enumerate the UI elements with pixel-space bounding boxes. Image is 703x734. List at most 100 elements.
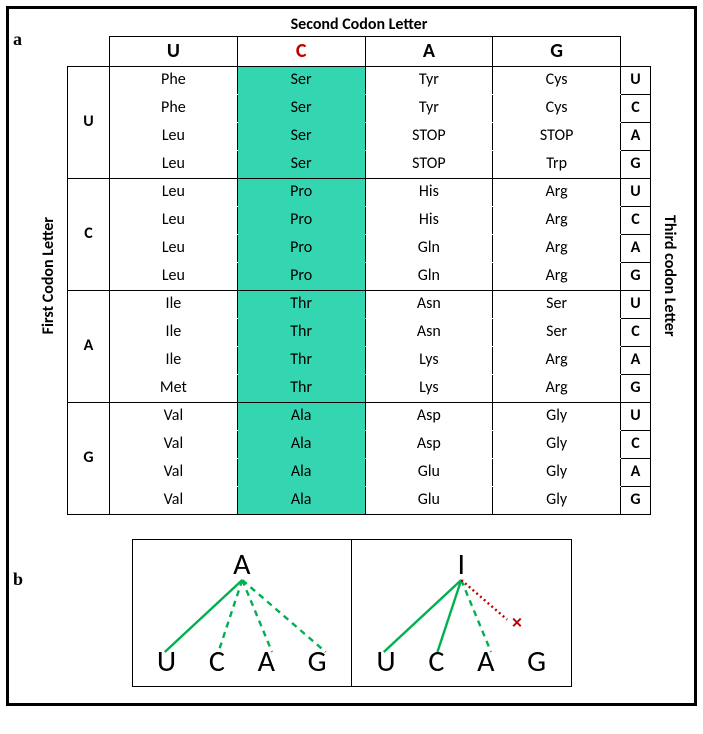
b-right-bottom: U C A G — [352, 643, 571, 680]
codon-cell: Ser — [493, 291, 621, 319]
b-left-b1: C — [209, 643, 225, 680]
codon-cell: Val — [110, 431, 238, 459]
codon-cell: Pro — [237, 207, 365, 235]
codon-cell: Met — [110, 375, 238, 403]
second-letter-title: Second Codon Letter — [39, 13, 679, 36]
third-letter-cell: U — [621, 403, 651, 431]
row-header-U: U — [68, 67, 110, 179]
codon-cell: Ala — [237, 431, 365, 459]
codon-cell: His — [365, 207, 493, 235]
figure-frame: a b Second Codon Letter First Codon Lett… — [6, 6, 697, 706]
codon-cell: Thr — [237, 375, 365, 403]
b-right-b2: A — [477, 643, 494, 680]
codon-cell: Ser — [237, 151, 365, 179]
codon-cell: Ser — [237, 123, 365, 151]
b-left-b2: A — [258, 643, 275, 680]
third-letter-cell: A — [621, 347, 651, 375]
col-header-G: G — [493, 37, 621, 67]
third-letter-cell: A — [621, 235, 651, 263]
third-letter-cell: G — [621, 263, 651, 291]
codon-cell: Phe — [110, 95, 238, 123]
codon-cell: Leu — [110, 207, 238, 235]
b-right-b3: G — [527, 643, 546, 680]
corner-blank — [68, 37, 110, 67]
third-letter-title: Third codon Letter — [651, 215, 679, 337]
codon-cell: Leu — [110, 263, 238, 291]
third-letter-cell: G — [621, 151, 651, 179]
codon-cell: Arg — [493, 375, 621, 403]
third-letter-cell: C — [621, 95, 651, 123]
codon-cell: Thr — [237, 291, 365, 319]
codon-cell: Pro — [237, 263, 365, 291]
codon-cell: Ser — [237, 67, 365, 95]
codon-cell: Arg — [493, 207, 621, 235]
panel-b-label: b — [13, 569, 23, 590]
codon-cell: Tyr — [365, 67, 493, 95]
b-left-bottom: U C A G — [133, 643, 352, 680]
codon-cell: Ser — [237, 95, 365, 123]
panel-b: A U C A G I ✕ U C A G — [132, 539, 572, 687]
third-letter-cell: C — [621, 207, 651, 235]
codon-cell: Asp — [365, 431, 493, 459]
third-letter-cell: U — [621, 67, 651, 95]
codon-cell: Thr — [237, 347, 365, 375]
codon-cell: Ile — [110, 291, 238, 319]
codon-cell: Ser — [493, 319, 621, 347]
b-left-b0: U — [157, 643, 176, 680]
codon-table-wrap: Second Codon Letter First Codon Letter U… — [39, 13, 679, 515]
row-header-A: A — [68, 291, 110, 403]
third-letter-cell: A — [621, 123, 651, 151]
codon-cell: Ile — [110, 319, 238, 347]
codon-cell: Gly — [493, 403, 621, 431]
third-letter-cell: U — [621, 179, 651, 207]
b-left-b3: G — [308, 643, 327, 680]
codon-cell: Pro — [237, 235, 365, 263]
codon-cell: Lys — [365, 375, 493, 403]
col-header-A: A — [365, 37, 493, 67]
third-letter-cell: C — [621, 431, 651, 459]
codon-cell: Glu — [365, 459, 493, 487]
codon-cell: Ala — [237, 459, 365, 487]
codon-cell: Asn — [365, 319, 493, 347]
third-letter-cell: C — [621, 319, 651, 347]
codon-cell: Val — [110, 403, 238, 431]
panel-b-right: I ✕ U C A G — [352, 539, 572, 687]
codon-cell: STOP — [493, 123, 621, 151]
codon-cell: Ala — [237, 487, 365, 515]
col-header-C: C — [237, 37, 365, 67]
svg-text:✕: ✕ — [511, 615, 523, 632]
codon-cell: Arg — [493, 347, 621, 375]
codon-cell: Leu — [110, 179, 238, 207]
codon-cell: Leu — [110, 123, 238, 151]
codon-cell: Leu — [110, 151, 238, 179]
third-letter-cell: G — [621, 375, 651, 403]
codon-cell: Cys — [493, 67, 621, 95]
codon-cell: Ala — [237, 403, 365, 431]
codon-cell: His — [365, 179, 493, 207]
codon-cell: Thr — [237, 319, 365, 347]
codon-cell: Glu — [365, 487, 493, 515]
col-header-U: U — [110, 37, 238, 67]
codon-cell: Gly — [493, 431, 621, 459]
panel-a-label: a — [13, 29, 22, 50]
codon-cell: Pro — [237, 179, 365, 207]
row-header-C: C — [68, 179, 110, 291]
codon-cell: STOP — [365, 123, 493, 151]
third-letter-cell: U — [621, 291, 651, 319]
b-right-b0: U — [376, 643, 395, 680]
codon-cell: Val — [110, 487, 238, 515]
codon-cell: Gly — [493, 487, 621, 515]
codon-cell: STOP — [365, 151, 493, 179]
codon-cell: Phe — [110, 67, 238, 95]
codon-cell: Arg — [493, 263, 621, 291]
b-right-b1: C — [428, 643, 444, 680]
codon-cell: Trp — [493, 151, 621, 179]
codon-table: U C A G UPheSerTyrCysUPheSerTyrCysCLeuSe… — [67, 36, 651, 515]
codon-cell: Arg — [493, 179, 621, 207]
codon-cell: Leu — [110, 235, 238, 263]
third-letter-cell: A — [621, 459, 651, 487]
codon-cell: Ile — [110, 347, 238, 375]
first-letter-title: First Codon Letter — [39, 217, 67, 334]
codon-cell: Asn — [365, 291, 493, 319]
codon-cell: Cys — [493, 95, 621, 123]
